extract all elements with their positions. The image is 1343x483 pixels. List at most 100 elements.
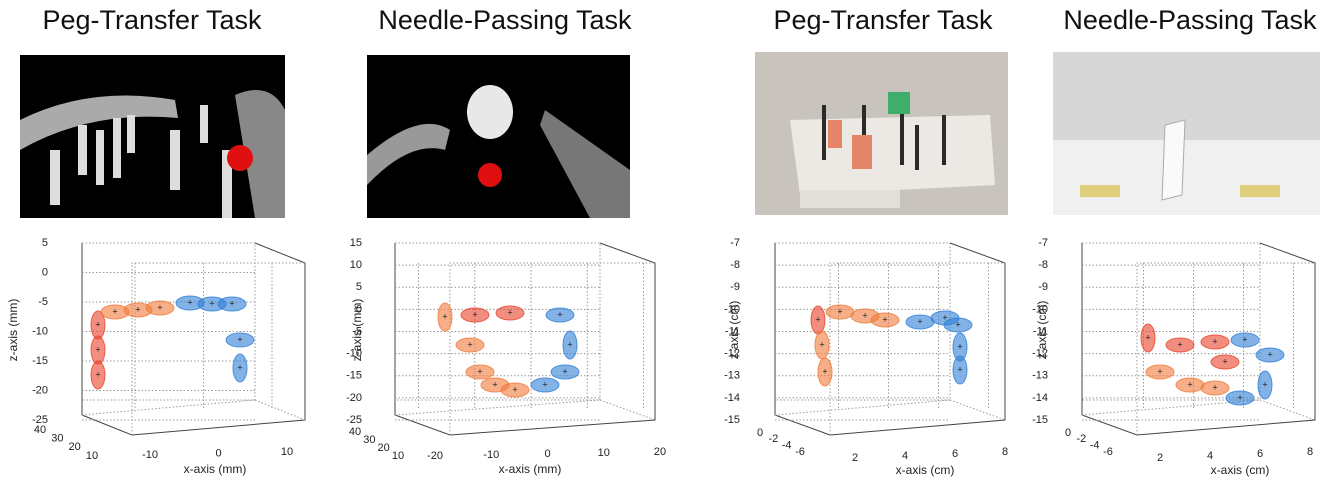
panel-title: Needle-Passing Task <box>378 5 632 35</box>
centroid: + <box>815 314 820 324</box>
photo-1 <box>755 52 1008 215</box>
x-tick-label: 20 <box>654 446 666 458</box>
z-tick-label: 5 <box>42 237 48 249</box>
centroid: + <box>507 307 512 317</box>
centroid: + <box>1262 379 1267 389</box>
centroid: + <box>542 379 547 389</box>
z-tick-label: -15 <box>32 355 48 367</box>
z-tick-label: -7 <box>730 237 740 249</box>
centroid: + <box>237 362 242 372</box>
centroid: + <box>467 339 472 349</box>
centroid: + <box>229 298 234 308</box>
z-axis-label: z-axis (mm) <box>6 299 20 362</box>
centroid: + <box>472 309 477 319</box>
plot-frame <box>395 243 655 435</box>
y-tick-label: -6 <box>1103 446 1113 458</box>
z-axis-label: z-axis (cm) <box>727 301 741 360</box>
z-tick-label: -20 <box>346 392 362 404</box>
x-tick-label: 6 <box>952 448 958 460</box>
z-tick-label: -9 <box>1038 281 1048 293</box>
sim-render-1 <box>20 55 285 218</box>
panel-title: Needle-Passing Task <box>1063 5 1317 35</box>
sim-render-2 <box>367 55 630 218</box>
x-tick-label: 2 <box>1157 452 1163 464</box>
z-tick-label: -8 <box>730 259 740 271</box>
z-tick-label: -8 <box>1038 259 1048 271</box>
centroid: + <box>135 304 140 314</box>
centroid: + <box>955 319 960 329</box>
centroid: + <box>209 298 214 308</box>
box-grid <box>395 263 655 435</box>
y-tick-label: 10 <box>86 450 98 462</box>
photo-2 <box>1053 52 1320 215</box>
centroid: + <box>837 306 842 316</box>
x-tick-label: 6 <box>1257 448 1263 460</box>
panel-title: Peg-Transfer Task <box>773 5 993 35</box>
centroid: + <box>1187 379 1192 389</box>
centroid: + <box>562 366 567 376</box>
centroid: + <box>567 339 572 349</box>
centroid: + <box>1212 382 1217 392</box>
centroid: + <box>1237 392 1242 402</box>
z-tick-label: 0 <box>42 266 48 278</box>
z-tick-label: -13 <box>724 370 740 382</box>
y-tick-label: -6 <box>795 446 805 458</box>
x-tick-label: 2 <box>852 452 858 464</box>
centroid: + <box>917 316 922 326</box>
x-tick-label: 10 <box>281 446 293 458</box>
z-tick-label: 15 <box>350 237 362 249</box>
z-axis-label: z-axis (mm) <box>350 299 364 362</box>
x-tick-label: 0 <box>544 448 550 460</box>
centroid: + <box>237 334 242 344</box>
z-tick-label: -10 <box>32 325 48 337</box>
z-tick-label: -13 <box>1032 370 1048 382</box>
plot-frame <box>1082 243 1315 435</box>
centroid: + <box>512 384 517 394</box>
z-tick-label: -25 <box>346 414 362 426</box>
z-tick-label: 5 <box>356 281 362 293</box>
y-tick-label: -2 <box>1076 433 1086 445</box>
z-tick-label: -7 <box>1038 237 1048 249</box>
y-tick-label: 0 <box>757 427 763 439</box>
centroid: + <box>822 366 827 376</box>
box-edges <box>395 243 655 435</box>
centroid: + <box>819 339 824 349</box>
x-tick-label: -20 <box>427 450 443 462</box>
panel-title: Peg-Transfer Task <box>42 5 262 35</box>
box-grid <box>775 263 1005 435</box>
z-tick-label: -14 <box>1032 392 1048 404</box>
centroid: + <box>1145 332 1150 342</box>
centroid: + <box>1267 349 1272 359</box>
centroid: + <box>882 314 887 324</box>
x-tick-label: 8 <box>1307 446 1313 458</box>
y-tick-label: 20 <box>69 441 81 453</box>
x-tick-label: -10 <box>483 449 499 461</box>
z-axis-label: z-axis (cm) <box>1035 301 1049 360</box>
centroid: + <box>1157 366 1162 376</box>
centroid: + <box>95 344 100 354</box>
centroid: + <box>1212 336 1217 346</box>
plot-frame <box>82 243 305 435</box>
x-tick-label: 8 <box>1002 446 1008 458</box>
y-tick-label: -4 <box>1090 440 1100 452</box>
y-tick-label: 30 <box>51 433 63 445</box>
box-edges <box>1082 243 1315 435</box>
centroid: + <box>477 366 482 376</box>
x-axis-label: x-axis (cm) <box>896 463 955 477</box>
centroid: + <box>112 306 117 316</box>
z-tick-label: -9 <box>730 281 740 293</box>
centroid: + <box>95 319 100 329</box>
centroid: + <box>1222 356 1227 366</box>
x-tick-label: -10 <box>142 449 158 461</box>
centroid: + <box>1242 334 1247 344</box>
centroid: + <box>95 369 100 379</box>
back-wall <box>82 243 255 400</box>
centroid: + <box>957 364 962 374</box>
z-tick-label: 10 <box>350 259 362 271</box>
x-axis-label: x-axis (mm) <box>499 462 562 476</box>
y-tick-label: 10 <box>392 450 404 462</box>
centroid: + <box>557 309 562 319</box>
z-tick-label: -15 <box>1032 414 1048 426</box>
y-tick-label: 20 <box>378 442 390 454</box>
centroid: + <box>492 379 497 389</box>
